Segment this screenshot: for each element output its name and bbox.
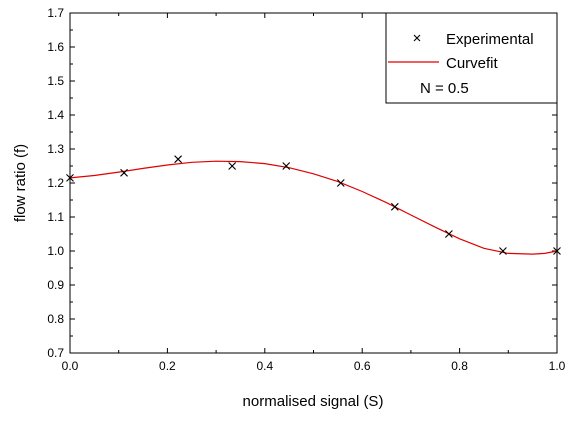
series-curvefit-line	[69, 160, 558, 255]
legend-note: N = 0.5	[420, 80, 469, 97]
x-tick-label: 0.2	[159, 359, 176, 373]
x-axis-title: normalised signal (S)	[243, 393, 384, 410]
x-tick-label: 0.0	[62, 359, 79, 373]
legend: Experimental Curvefit N = 0.5	[385, 12, 558, 104]
y-axis-title: flow ratio (f)	[12, 144, 29, 222]
data-point-experimental	[174, 155, 183, 164]
data-point-experimental	[228, 162, 237, 170]
y-tick-label: 1.1	[47, 210, 64, 224]
data-point-experimental	[120, 168, 128, 177]
data-point-experimental	[282, 162, 291, 170]
x-tick-label: 1.0	[549, 359, 566, 373]
tick-labels-layer: 0.0 0.2 0.4 0.6 0.8 1.0 0.7 0.8 0.9 1.0 1.1 1.2 1.3 1…	[47, 6, 565, 373]
legend-box	[385, 12, 558, 104]
x-tick-label: 0.4	[256, 359, 273, 373]
data-point-experimental	[444, 230, 453, 238]
legend-experimental-label: Experimental	[446, 31, 534, 48]
y-tick-label: 0.7	[47, 346, 64, 360]
y-tick-label: 0.8	[47, 312, 64, 326]
x-tick-label: 0.8	[451, 359, 468, 373]
y-tick-label: 1.2	[47, 176, 64, 190]
data-point-experimental	[499, 247, 507, 255]
y-tick-label: 1.7	[47, 6, 64, 20]
data-point-experimental	[336, 179, 345, 187]
y-tick-label: 1.0	[47, 244, 64, 258]
y-tick-label: 0.9	[47, 278, 64, 292]
plot-frame	[69, 12, 558, 354]
data-point-experimental	[390, 202, 399, 211]
y-tick-label: 1.5	[47, 74, 64, 88]
y-tick-label: 1.3	[47, 142, 64, 156]
legend-experimental-marker	[413, 34, 421, 42]
x-tick-label: 0.6	[354, 359, 371, 373]
y-tick-label: 1.4	[47, 108, 64, 122]
y-tick-label: 1.6	[47, 40, 64, 54]
legend-curvefit-label: Curvefit	[446, 55, 499, 72]
series-layer	[66, 155, 561, 255]
